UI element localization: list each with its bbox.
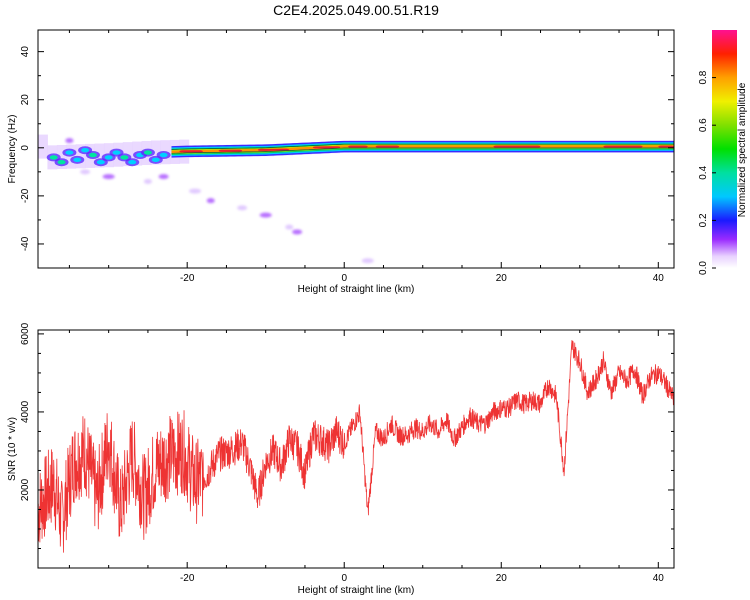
ridge-edge [171,143,674,150]
ridge-core [348,145,368,148]
figure-title: C2E4.2025.049.00.51.R19 [273,2,439,18]
colorbar-tick-label: 0.6 [698,118,709,132]
spectral-blob [65,150,74,155]
spectrogram-plot-area [38,134,674,264]
spectral-blob [292,229,303,235]
spectrogram-frame [37,29,675,269]
spectral-blob [128,160,137,165]
spectral-blob [259,212,272,218]
spectrogram-panel: -20 0 20 40 -40 -20 0 20 40 Height of straight l… [7,29,675,295]
ridge-core [658,145,674,148]
spectral-blob [57,160,66,165]
y-tick-label: 6000 [20,322,31,345]
ridge-halo [151,140,161,165]
x-tick-label: 0 [341,273,347,284]
spectral-blob [102,174,115,180]
colorbar: 0.0 0.2 0.4 0.6 0.8 Normalized spectral ampl… [698,30,748,275]
spectral-blob [285,224,294,230]
spectral-blob [80,169,91,175]
ridge-core [312,146,341,149]
y-tick-label: 4000 [20,400,31,423]
spectral-blob [112,150,121,155]
snr-series-line [38,340,674,553]
ridge-core [218,149,243,152]
snr-ylabel: SNR (10 * v/v) [7,417,18,481]
colorbar-tick-label: 0.4 [698,165,709,179]
spectral-blob [65,138,74,144]
x-tick-label: 40 [653,573,665,584]
spectral-blob [96,160,105,165]
spectral-blob [151,157,160,163]
snr-xlabel: Height of straight line (km) [298,585,415,596]
snr-ticks: -20 0 20 40 2000 4000 6000 [20,322,674,584]
x-tick-label: 40 [653,273,665,284]
ridge-band [171,145,674,154]
spectrogram-ylabel: Frequency (Hz) [7,115,18,184]
spectral-blob [143,150,152,155]
snr-plot-area [38,340,674,553]
spectral-blob [237,205,248,211]
spectrogram-ticks: -20 0 20 40 -40 -20 0 20 40 [20,30,674,284]
ridge-core [257,148,290,151]
x-tick-label: 0 [341,573,347,584]
colorbar-gradient [712,30,737,268]
spectral-blob [81,148,90,153]
ridge-halo [38,134,48,159]
x-tick-label: 20 [496,573,508,584]
spectral-blob [143,178,152,184]
y-tick-label: -20 [20,188,31,203]
spectrogram-xlabel: Height of straight line (km) [298,284,415,295]
y-tick-label: 40 [20,46,31,58]
colorbar-tick-label: 0.0 [698,261,709,275]
spectral-blob [206,198,215,204]
ridge-halo [66,144,77,169]
spectral-blob [104,155,113,160]
y-tick-label: -40 [20,236,31,251]
spectral-blob [73,157,82,163]
colorbar-label: Normalized spectral amplitude [737,82,748,217]
spectral-blob [158,174,169,180]
y-tick-label: 20 [20,94,31,106]
snr-panel: -20 0 20 40 2000 4000 6000 Height of straight … [7,322,675,596]
spectral-blob [159,152,168,158]
ridge-halo [56,144,67,170]
x-tick-label: -20 [180,273,195,284]
colorbar-tick-label: 0.8 [698,70,709,84]
y-tick-label: 2000 [20,478,31,501]
spectral-blob [189,188,202,194]
y-tick-label: 0 [20,145,31,151]
ridge-core [493,145,541,148]
colorbar-tick-label: 0.2 [698,213,709,227]
ridge-core [179,150,203,153]
spectral-blob [120,155,129,160]
colorbar-ticks: 0.0 0.2 0.4 0.6 0.8 [698,70,716,275]
snr-frame [37,329,675,569]
spectral-blob [49,155,58,160]
ridge-edge [171,147,674,154]
x-tick-label: -20 [180,573,195,584]
x-tick-label: 20 [496,273,508,284]
ridge-core [603,145,643,148]
ridge-core [375,145,400,148]
spectral-blob [88,152,97,158]
spectral-blob [361,258,374,264]
ridge-halo [75,144,86,169]
